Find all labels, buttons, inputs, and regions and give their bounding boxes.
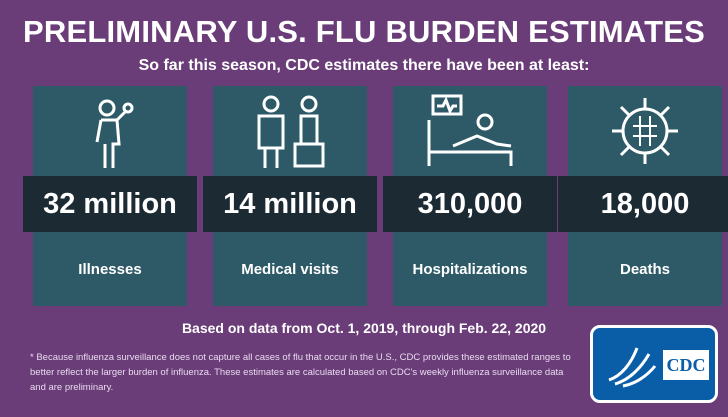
icon — [427, 94, 513, 166]
value: 14 million — [203, 176, 377, 232]
logo-text: CDC — [663, 350, 709, 380]
value: 18,000 — [558, 176, 728, 232]
label: Medical visits — [241, 260, 339, 278]
card: 32 million Illnesses — [23, 86, 197, 306]
label: Hospitalizations — [412, 260, 528, 278]
title: PRELIMINARY U.S. FLU BURDEN ESTIMATES — [23, 14, 705, 49]
label: Illnesses — [78, 260, 142, 278]
subtitle: So far this season, CDC estimates there … — [138, 57, 590, 74]
value: 310,000 — [383, 176, 557, 232]
card: 14 million Medical visits — [203, 86, 377, 306]
label: Deaths — [619, 260, 671, 278]
basis: Based on data from Oct. 1, 2019, through… — [181, 320, 547, 336]
value: 32 million — [23, 176, 197, 232]
card: 18,000 Deaths — [558, 86, 728, 306]
hhs-emblem — [608, 347, 657, 388]
icon — [257, 95, 325, 168]
icon — [612, 98, 678, 164]
card: 310,000 Hospitalizations — [383, 86, 557, 306]
footnote: * Because influenza surveillance does no… — [30, 352, 571, 393]
icon — [95, 99, 134, 168]
logo: CDC — [590, 325, 718, 403]
